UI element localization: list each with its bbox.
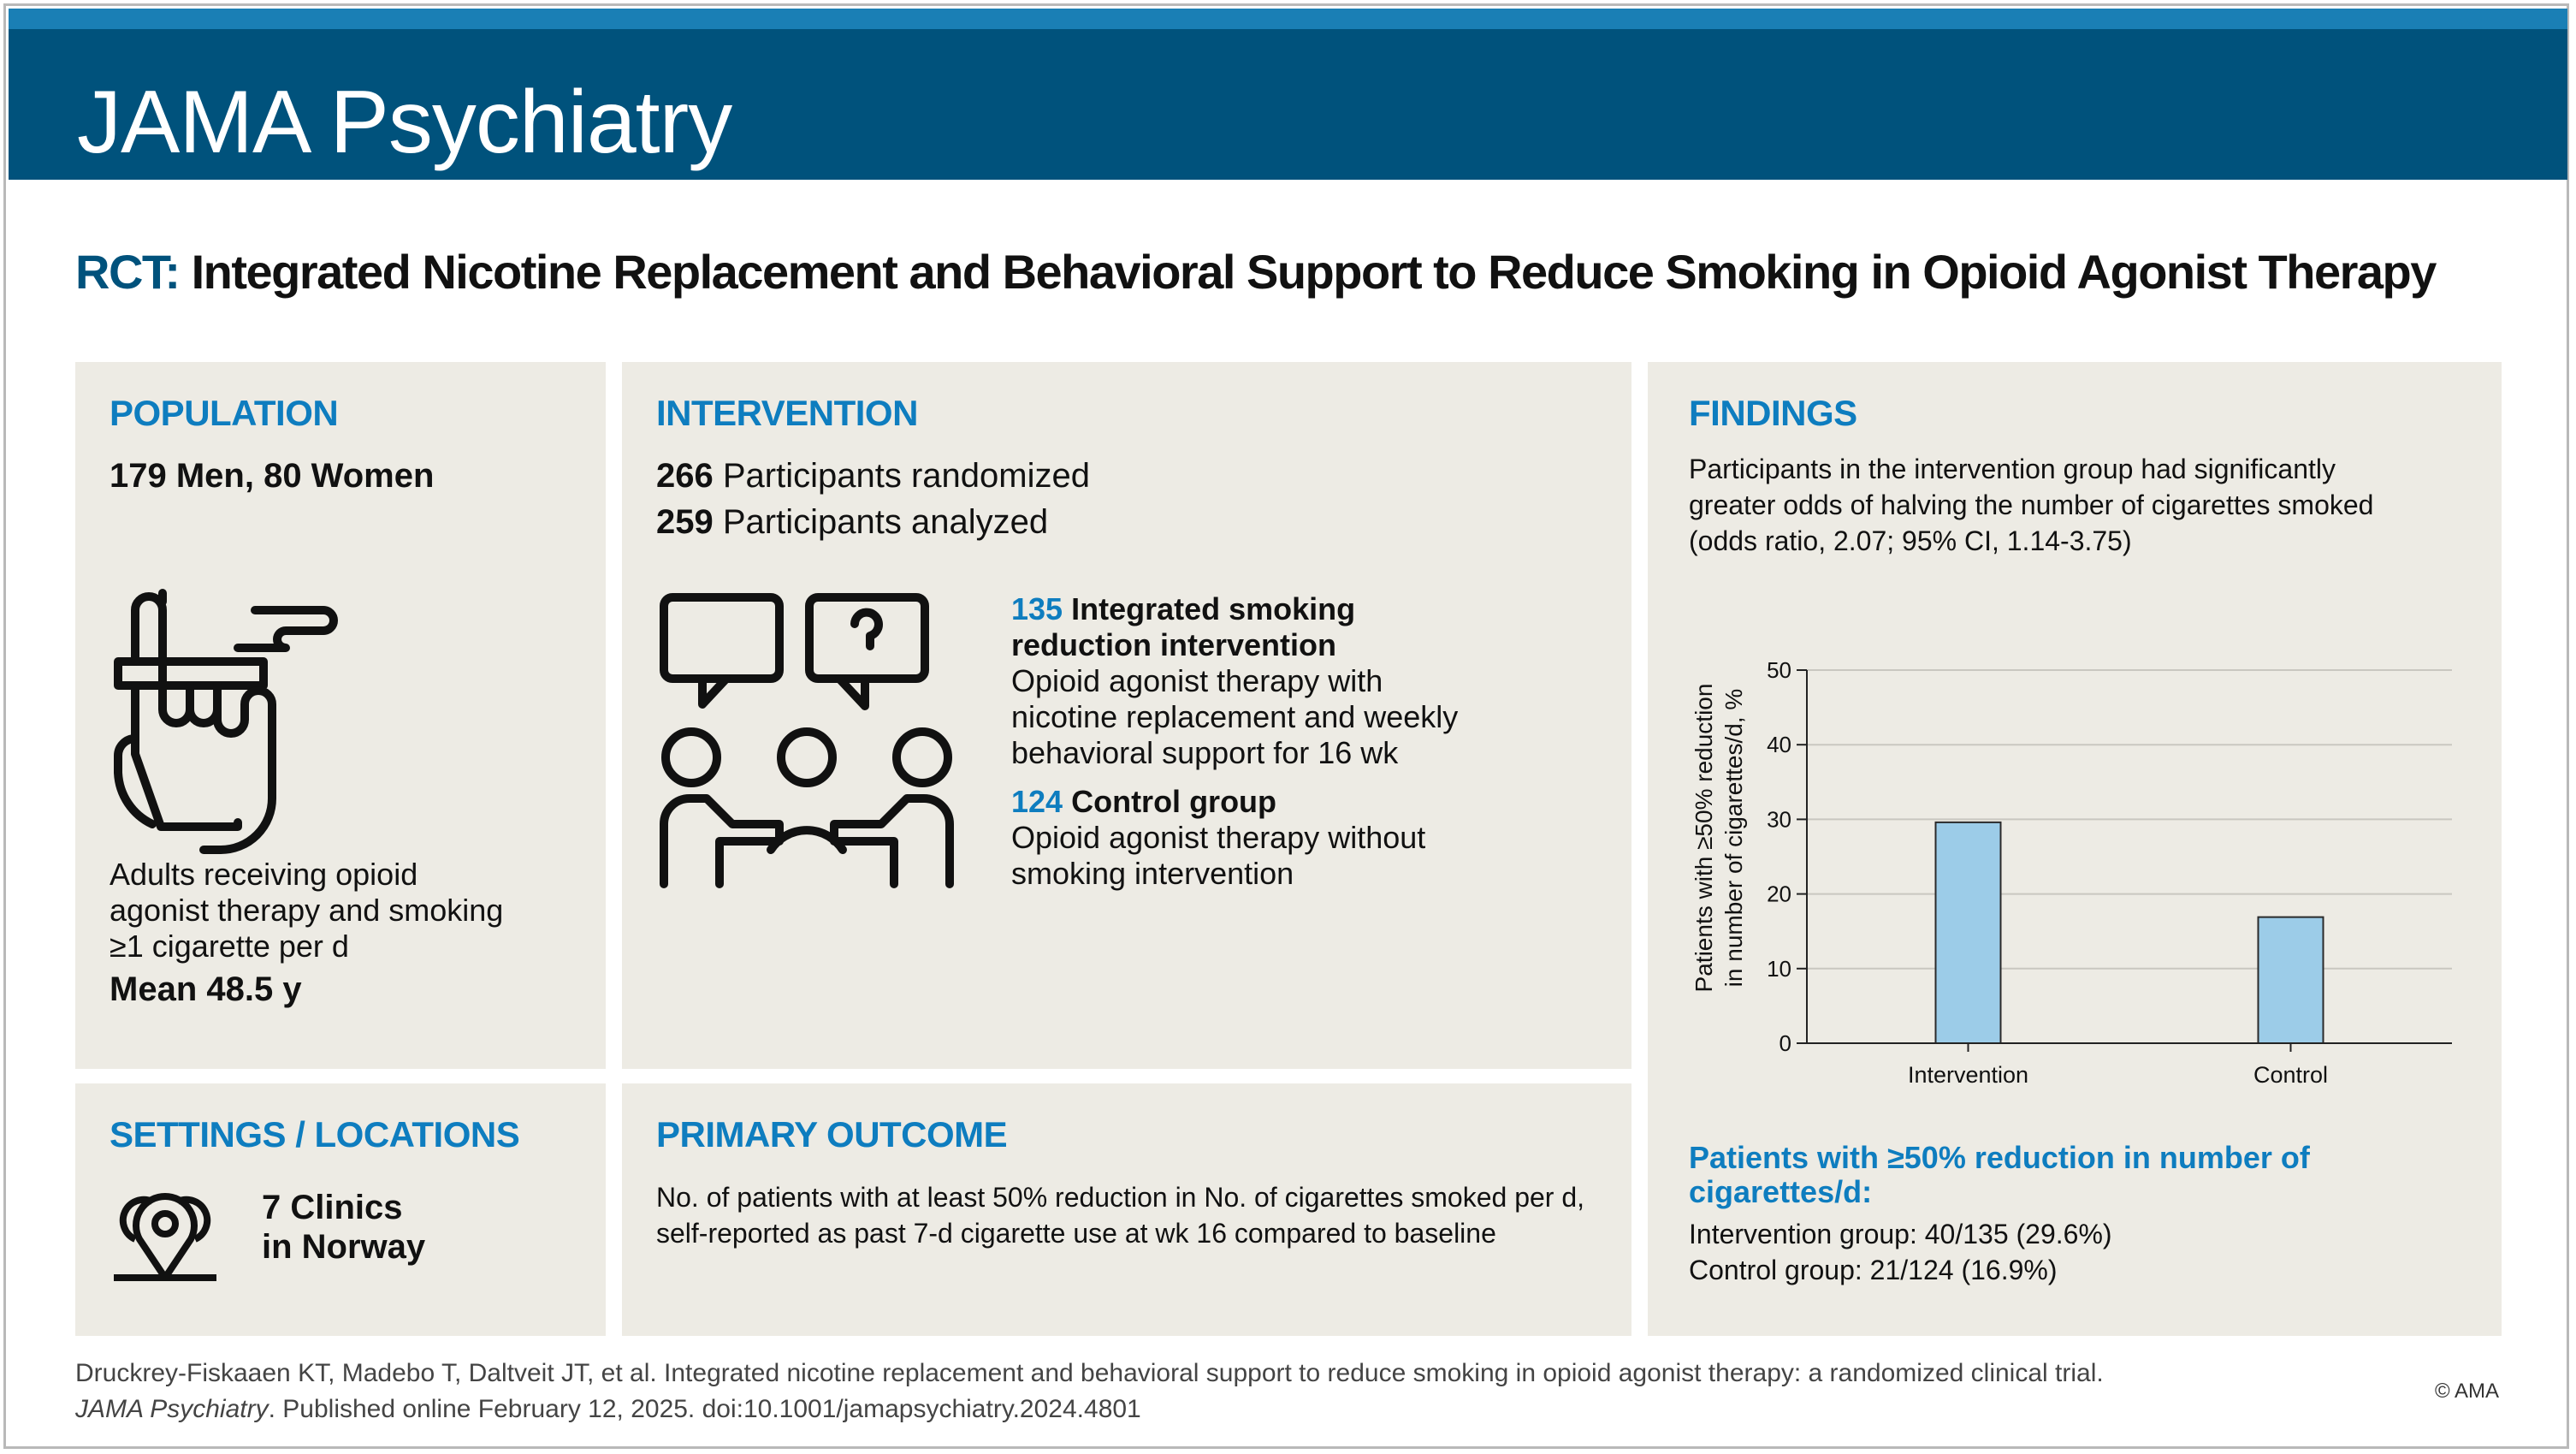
analyzed-label: Participants analyzed: [722, 503, 1049, 541]
population-age: Mean 48.5 y: [110, 970, 302, 1008]
arm2-description: Opioid agonist therapy without smoking i…: [1011, 820, 1426, 891]
findings-result-control: Control group: 21/124 (16.9%): [1689, 1255, 2058, 1285]
citation-publication: JAMA Psychiatry. Published online Februa…: [75, 1395, 1141, 1424]
headline: RCT: Integrated Nicotine Replacement and…: [75, 244, 2437, 300]
y-tick-label: 50: [1767, 657, 1791, 683]
findings-result-title: Patients with ≥50% reduction in number o…: [1689, 1140, 2310, 1209]
primary-outcome-panel: PRIMARY OUTCOME No. of patients with at …: [622, 1083, 1631, 1336]
analyzed-line: 259 Participants analyzed: [656, 499, 1048, 545]
y-axis-label-line1: Patients with ≥50% reduction: [1691, 684, 1717, 993]
arm1-title: Integrated smoking reduction interventio…: [1011, 591, 1356, 662]
findings-summary: Participants in the intervention group h…: [1689, 454, 2374, 556]
randomized-line: 266 Participants randomized: [656, 453, 1090, 499]
intervention-panel: INTERVENTION 266 Participants randomized…: [622, 362, 1631, 1069]
bar-intervention: [1934, 821, 2002, 1044]
findings-title: FINDINGS: [1689, 393, 1857, 433]
arm2-count: 124: [1011, 784, 1063, 819]
x-tick-label: Control: [2253, 1062, 2328, 1088]
findings-result-intervention: Intervention group: 40/135 (29.6%): [1689, 1219, 2112, 1249]
hand-cigarette-icon: [114, 589, 338, 854]
settings-line2: in Norway: [262, 1228, 426, 1266]
settings-line1: 7 Clinics: [262, 1189, 403, 1226]
journal-banner: JAMA Psychiatry: [9, 9, 2567, 180]
analyzed-count: 259: [656, 503, 714, 541]
population-panel: POPULATION 179 Men, 80 Women Adults rece…: [75, 362, 606, 1069]
x-tick-label: Intervention: [1908, 1062, 2028, 1088]
arm2-title: Control group: [1071, 784, 1277, 819]
population-sex: 179 Men, 80 Women: [110, 457, 435, 495]
journal-title: JAMA Psychiatry: [77, 73, 732, 172]
y-tick-label: 30: [1767, 806, 1791, 832]
copyright: © AMA: [2434, 1380, 2499, 1403]
bar-control: [2257, 916, 2324, 1044]
findings-panel: FINDINGS Participants in the interventio…: [1648, 362, 2502, 1336]
group-discussion-icon: [660, 593, 954, 888]
randomized-count: 266: [656, 457, 714, 495]
arm2-heading: 124 Control group: [1011, 784, 1490, 820]
arm1-description: Opioid agonist therapy with nicotine rep…: [1011, 663, 1459, 770]
arm1-heading: 135 Integrated smoking reduction interve…: [1011, 591, 1490, 663]
population-description: Adults receiving opioid agonist therapy …: [110, 857, 504, 964]
population-title: POPULATION: [110, 393, 339, 433]
intervention-title: INTERVENTION: [656, 393, 918, 433]
y-tick-label: 10: [1767, 956, 1791, 982]
headline-title: Integrated Nicotine Replacement and Beha…: [191, 245, 2437, 299]
settings-title: SETTINGS / LOCATIONS: [110, 1114, 520, 1154]
outcome-text: No. of patients with at least 50% reduct…: [656, 1182, 1585, 1249]
citation-published: . Published online February 12, 2025. do…: [268, 1395, 1141, 1423]
citation-journal: JAMA Psychiatry: [75, 1395, 269, 1423]
y-tick-label: 40: [1767, 732, 1791, 757]
settings-panel: SETTINGS / LOCATIONS 7 Clinics in Norway: [75, 1083, 606, 1336]
headline-lead: RCT:: [75, 245, 181, 299]
randomized-label: Participants randomized: [722, 457, 1090, 495]
y-axis-label-line2: in number of cigarettes/d, %: [1720, 689, 1747, 988]
arm1-count: 135: [1011, 591, 1063, 626]
y-tick-label: 20: [1767, 881, 1791, 907]
citation: Druckrey-Fiskaaen KT, Madebo T, Daltveit…: [75, 1359, 2104, 1387]
y-tick-label: 0: [1780, 1030, 1791, 1056]
bar-chart: 0 10 20 30 40 50 Intervention Control Patients …: [1691, 657, 2452, 1088]
map-pins-icon: [114, 1193, 216, 1281]
outcome-title: PRIMARY OUTCOME: [656, 1114, 1008, 1154]
